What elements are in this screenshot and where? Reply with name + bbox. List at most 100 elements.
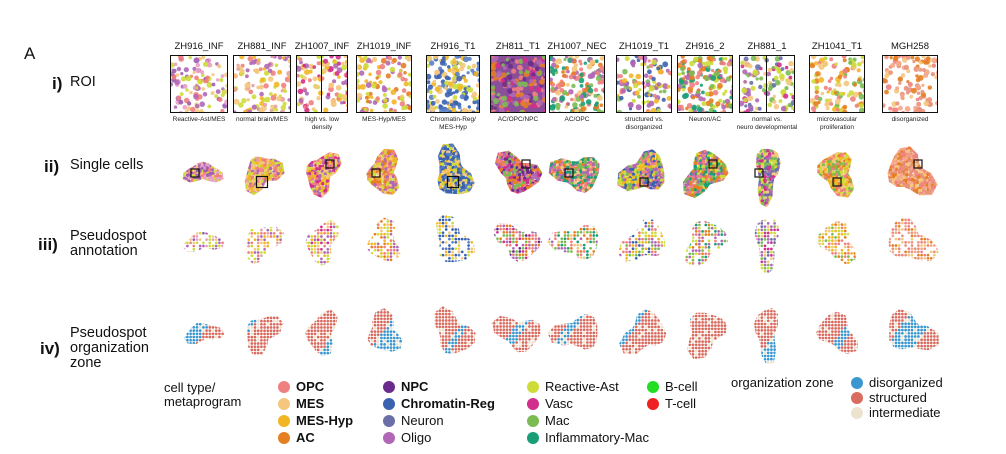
roi-cell <box>368 72 372 77</box>
roi-cell <box>924 59 930 65</box>
cell-dot <box>472 168 475 172</box>
cell-dot <box>298 172 302 176</box>
roi-cell <box>708 107 714 112</box>
roi-cell <box>316 96 321 101</box>
cell-dot <box>468 162 472 167</box>
row-label-line: annotation <box>70 243 138 259</box>
roi-cell <box>434 69 440 75</box>
cell-dot <box>470 143 474 147</box>
cell-dot <box>508 145 512 149</box>
roi-cell <box>689 82 696 88</box>
cell-dot <box>642 188 647 192</box>
roi-cell <box>912 59 916 64</box>
roi-cell <box>207 104 212 109</box>
cell-dot <box>495 181 500 186</box>
cell-dot <box>363 189 367 193</box>
roi-cell <box>251 104 257 110</box>
cell-dot <box>531 168 536 172</box>
cell-dot <box>640 143 644 147</box>
roi-cell <box>860 56 864 60</box>
cell-dot <box>298 162 302 166</box>
roi-cell <box>827 79 832 83</box>
roi-cell <box>467 108 474 112</box>
cell-dot <box>526 185 530 190</box>
cell-dot <box>343 161 347 165</box>
cell-dot <box>462 145 466 149</box>
cell-dot <box>407 160 411 164</box>
cell-dot <box>315 197 320 198</box>
cell-dot <box>383 180 388 184</box>
cell-dot <box>275 148 279 152</box>
roi-cell <box>234 110 237 112</box>
roi-cell <box>192 70 196 75</box>
cell-dot <box>536 167 540 172</box>
cell-dot <box>623 157 627 161</box>
roi-cell <box>403 81 409 87</box>
roi-cell <box>572 102 578 108</box>
cell-dot <box>337 184 342 189</box>
roi-cell <box>288 74 290 80</box>
cell-dot <box>244 163 247 168</box>
roi-box <box>549 55 605 113</box>
roi-cell <box>302 63 306 68</box>
cell-dot <box>645 199 649 203</box>
cell-dot <box>387 197 391 201</box>
cell-dot <box>339 171 342 176</box>
roi-cell <box>224 89 227 94</box>
cell-dot <box>500 191 505 194</box>
cell-dot <box>550 195 554 199</box>
cell-dot <box>361 180 365 184</box>
cell-dot <box>640 197 644 201</box>
cell-dot <box>366 183 368 187</box>
roi-cell <box>399 101 405 107</box>
cell-dot <box>655 149 660 153</box>
cell-dot <box>657 188 661 192</box>
cell-dot <box>363 159 367 163</box>
cell-dot <box>500 196 504 200</box>
cell-dot <box>373 154 378 159</box>
cell-dot <box>405 150 409 154</box>
cell-dot <box>339 153 342 158</box>
roi-cell <box>646 65 650 69</box>
cell-dot <box>370 186 375 191</box>
cell-dot <box>570 189 575 193</box>
cell-dot <box>238 152 242 156</box>
cell-dot <box>428 178 432 182</box>
cell-dot <box>238 188 242 192</box>
cell-dot <box>426 160 430 164</box>
roi-box <box>233 55 291 113</box>
cell-dot <box>210 161 215 165</box>
cell-dot <box>314 155 318 160</box>
cell-dot <box>182 161 186 162</box>
cell-dot <box>468 190 472 195</box>
cell-dot <box>507 150 512 152</box>
roi-cell <box>593 87 599 93</box>
cell-dot <box>531 189 535 194</box>
cell-dot <box>208 161 212 163</box>
cell-dot <box>192 185 196 189</box>
cell-dot <box>306 152 310 155</box>
cell-dot <box>245 148 249 152</box>
cell-dot <box>336 192 341 197</box>
cell-dot <box>531 150 535 151</box>
roi-cell <box>596 95 603 101</box>
cell-dot <box>548 150 552 154</box>
roi-cell <box>507 88 513 94</box>
cell-dot <box>472 165 475 170</box>
cell-dot <box>668 184 672 188</box>
roi-cell <box>883 78 887 84</box>
cell-dot <box>248 156 252 160</box>
cell-dot <box>363 176 367 180</box>
cell-dot <box>595 188 599 193</box>
cell-dot <box>550 157 554 161</box>
cell-dot <box>433 155 437 159</box>
cell-dot <box>272 156 276 158</box>
cell-dot <box>329 148 333 152</box>
cell-dot <box>333 194 338 198</box>
cell-dot <box>657 149 662 152</box>
cell-dot <box>569 197 573 201</box>
cell-dot <box>531 150 536 154</box>
cell-dot <box>470 171 474 175</box>
cell-dot <box>238 175 242 179</box>
cell-dot <box>548 157 552 160</box>
